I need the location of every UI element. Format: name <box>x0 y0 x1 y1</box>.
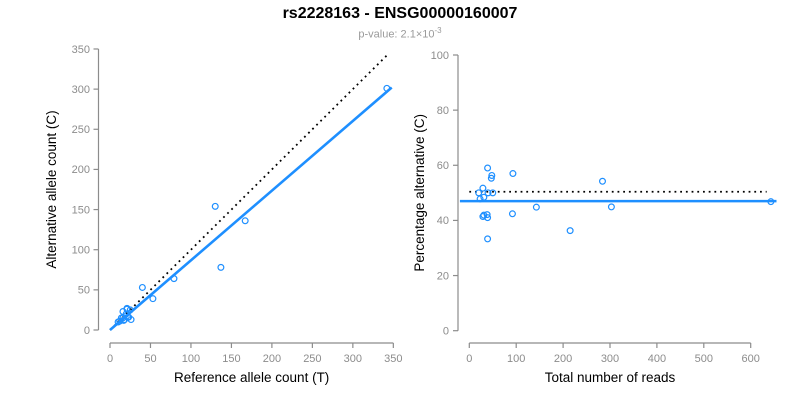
x-axis-title: Reference allele count (T) <box>174 370 329 385</box>
y-tick-label: 20 <box>437 270 449 282</box>
data-point <box>149 295 157 303</box>
data-point <box>138 283 146 291</box>
data-point <box>598 177 606 185</box>
y-tick-label: 250 <box>72 124 90 136</box>
x-axis-title: Total number of reads <box>545 370 676 385</box>
x-tick-label: 50 <box>144 353 156 365</box>
figure-title: rs2228163 - ENSG00000160007 <box>282 5 518 22</box>
y-axis-title: Alternative allele count (C) <box>44 110 59 268</box>
data-point <box>479 213 487 221</box>
panel-right: 0 100 200 300 400 500 600 0 20 40 60 80 100 Total num… <box>412 50 777 385</box>
data-point <box>217 263 225 271</box>
y-tick-label: 100 <box>431 50 449 62</box>
x-tick-label: 200 <box>263 353 281 365</box>
data-point <box>479 184 487 192</box>
data-point <box>483 211 491 219</box>
pvalue-text: p-value: 2.1×10 <box>358 28 435 41</box>
data-point <box>487 174 495 182</box>
x-tick-label: 100 <box>507 353 525 365</box>
figure-subtitle: p-value: 2.1×10-3 <box>0 26 800 41</box>
data-point <box>509 170 517 178</box>
x-tick-label: 250 <box>303 353 321 365</box>
x-tick-label: 350 <box>384 353 402 365</box>
y-tick-label: 100 <box>72 245 90 257</box>
y-tick-label: 50 <box>78 285 90 297</box>
y-tick-label: 0 <box>443 326 449 338</box>
y-tick-label: 0 <box>84 325 90 337</box>
y-axis-title: Percentage alternative (C) <box>412 114 427 272</box>
x-tick-label: 0 <box>466 353 472 365</box>
data-point <box>488 171 496 179</box>
y-tick-label: 60 <box>437 160 449 172</box>
x-tick-label: 150 <box>222 353 240 365</box>
x-tick-label: 100 <box>182 353 200 365</box>
data-point <box>127 316 135 324</box>
data-point <box>170 275 178 283</box>
x-tick-label: 300 <box>601 353 619 365</box>
y-tick-label: 300 <box>72 84 90 96</box>
data-point <box>489 189 497 197</box>
pvalue-exponent: -3 <box>434 26 442 35</box>
panel-left: 0 50 100 150 200 250 300 350 0 50 100 150 200 250 300 3… <box>44 44 403 385</box>
data-point <box>508 210 516 218</box>
data-point <box>484 189 492 197</box>
y-tick-label: 200 <box>72 164 90 176</box>
identity-line <box>109 53 389 331</box>
data-point <box>241 217 249 225</box>
x-tick-label: 400 <box>648 353 666 365</box>
y-tick-label: 80 <box>437 105 449 117</box>
data-point <box>211 202 219 210</box>
data-point <box>476 195 484 203</box>
data-point <box>480 193 488 201</box>
data-point <box>484 164 492 172</box>
y-tick-label: 150 <box>72 204 90 216</box>
data-point <box>566 227 574 235</box>
x-tick-label: 300 <box>344 353 362 365</box>
x-tick-label: 600 <box>742 353 760 365</box>
y-tick-label: 350 <box>72 44 90 56</box>
data-point <box>767 198 775 206</box>
x-tick-label: 0 <box>107 353 113 365</box>
data-point <box>484 235 492 243</box>
y-tick-label: 40 <box>437 215 449 227</box>
data-point <box>607 203 615 211</box>
data-point <box>126 306 134 314</box>
data-point <box>484 214 492 222</box>
x-tick-label: 500 <box>695 353 713 365</box>
data-point <box>532 203 540 211</box>
fit-line <box>109 86 393 331</box>
data-point <box>383 84 391 92</box>
x-tick-label: 200 <box>554 353 572 365</box>
